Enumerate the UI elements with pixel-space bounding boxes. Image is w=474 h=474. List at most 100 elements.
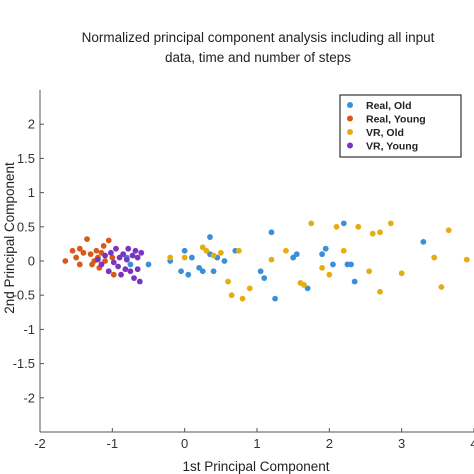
- data-point: [199, 268, 206, 275]
- data-point: [438, 284, 445, 290]
- data-point: [145, 261, 152, 268]
- data-point: [217, 249, 224, 256]
- data-point: [136, 278, 143, 285]
- data-point: [199, 244, 206, 251]
- data-point: [127, 268, 134, 275]
- y-tick-label: -1.5: [13, 356, 35, 371]
- data-point: [207, 234, 213, 240]
- x-tick-label: -1: [107, 436, 119, 451]
- y-tick-label: 1: [28, 185, 35, 200]
- data-point: [107, 249, 114, 256]
- data-point: [377, 288, 383, 295]
- data-point: [189, 254, 195, 261]
- data-point: [185, 271, 192, 278]
- y-tick-label: -0.5: [13, 288, 35, 303]
- y-axis-label: 2nd Principal Component: [2, 162, 17, 314]
- data-point: [290, 254, 297, 261]
- data-point: [377, 229, 383, 236]
- data-point: [210, 268, 217, 275]
- data-point: [322, 245, 329, 252]
- data-point: [431, 254, 438, 261]
- data-point: [76, 261, 83, 268]
- y-tick-label: 0: [28, 254, 35, 269]
- data-point: [84, 236, 90, 243]
- legend-box: [339, 94, 462, 158]
- data-point: [102, 258, 108, 264]
- data-point: [76, 245, 83, 252]
- data-point: [110, 271, 117, 278]
- x-axis-label: 1st Principal Component: [182, 459, 329, 474]
- data-point: [131, 275, 137, 281]
- data-point: [118, 271, 124, 278]
- data-point: [62, 258, 69, 264]
- data-point: [210, 252, 217, 259]
- legend-label: Real, Young: [366, 114, 426, 126]
- data-point: [203, 247, 210, 254]
- x-tick-label: 2: [326, 436, 333, 451]
- data-point: [221, 258, 228, 264]
- y-tick-label: -2: [23, 390, 35, 405]
- data-point: [122, 266, 129, 273]
- y-tick-label: 0.5: [17, 219, 35, 234]
- data-point: [181, 247, 188, 254]
- data-point: [333, 223, 340, 230]
- data-point: [113, 245, 119, 252]
- data-point: [261, 275, 268, 281]
- data-point: [167, 254, 174, 261]
- data-point: [369, 230, 376, 237]
- data-point: [196, 264, 203, 271]
- data-point: [109, 254, 116, 261]
- data-point: [115, 263, 122, 270]
- data-point: [134, 254, 141, 261]
- x-tick-label: 4: [470, 436, 474, 451]
- data-point: [326, 271, 333, 278]
- data-point: [239, 295, 246, 302]
- data-point: [420, 238, 427, 245]
- data-point: [110, 259, 117, 266]
- data-point: [319, 264, 325, 271]
- legend-marker: [347, 102, 353, 108]
- data-point: [123, 256, 130, 263]
- data-point: [236, 247, 242, 254]
- data-point: [330, 261, 336, 268]
- data-point: [80, 249, 87, 256]
- data-point: [293, 251, 300, 258]
- data-point: [73, 254, 80, 261]
- legend-marker: [347, 115, 353, 122]
- data-point: [246, 285, 253, 292]
- data-point: [129, 252, 136, 259]
- data-point: [102, 252, 108, 259]
- data-point: [93, 247, 100, 254]
- data-point: [304, 285, 311, 292]
- data-point: [228, 292, 235, 299]
- data-point: [116, 254, 123, 261]
- data-point: [134, 266, 141, 273]
- data-point: [283, 247, 289, 254]
- data-point: [69, 247, 76, 254]
- data-point: [308, 220, 315, 227]
- data-point: [340, 247, 347, 254]
- data-point: [398, 270, 405, 277]
- data-point: [105, 268, 112, 275]
- data-point: [463, 256, 470, 263]
- data-point: [181, 254, 188, 261]
- legend-marker: [347, 142, 353, 149]
- legend-marker: [347, 129, 353, 135]
- x-tick-label: 3: [398, 436, 405, 451]
- legend-label: VR, Old: [366, 127, 404, 139]
- y-tick-label: -1: [23, 322, 35, 337]
- data-point: [120, 251, 127, 258]
- data-point: [351, 278, 358, 285]
- y-tick-label: 1.5: [17, 151, 35, 166]
- plot-area: -2 -1 0 1 2 3 4 2 1.5 1 0.5 0 -0.5 -1 -1.5 -2: [13, 90, 474, 451]
- series-vr-old: [167, 220, 470, 302]
- data-point: [348, 261, 354, 268]
- data-point: [178, 268, 184, 275]
- chart-title-line-2: data, time and number of steps: [165, 50, 351, 65]
- data-point: [272, 295, 278, 302]
- legend-label: VR, Young: [366, 141, 418, 153]
- data-point: [340, 220, 347, 227]
- data-point: [225, 278, 231, 285]
